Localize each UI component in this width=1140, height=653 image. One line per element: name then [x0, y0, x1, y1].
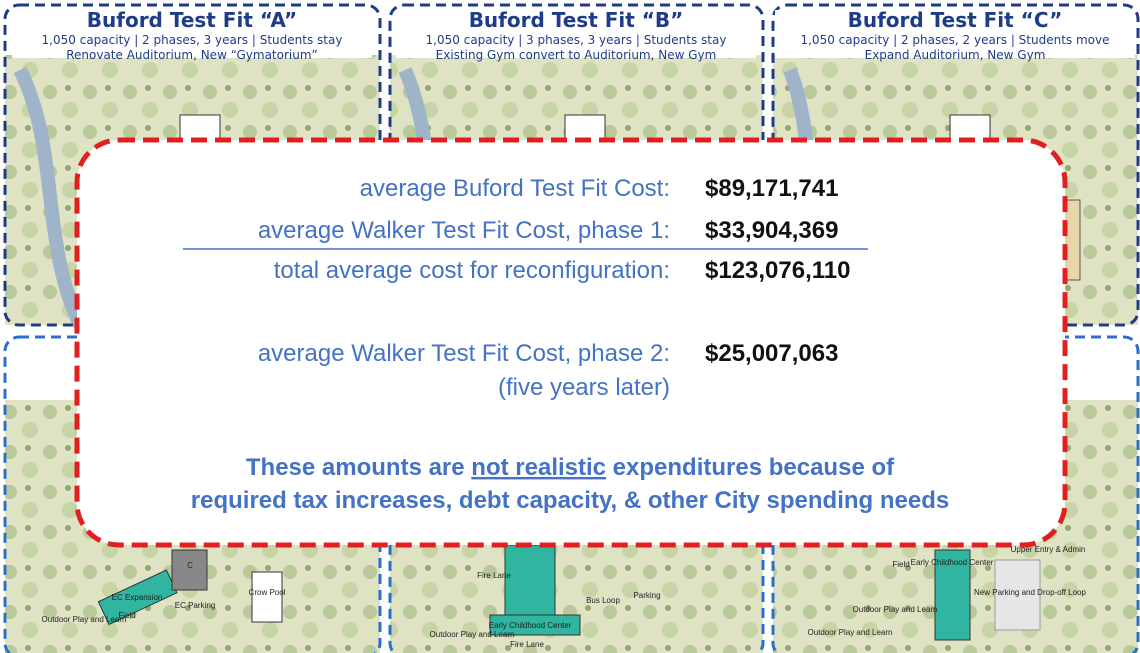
panel-line2: Existing Gym convert to Auditorium, New …: [436, 48, 717, 62]
statement-line2: required tax increases, debt capacity, &…: [191, 487, 949, 514]
map-label: Early Childhood Center: [489, 621, 572, 630]
map-label: Outdoor Play and Learn: [853, 605, 938, 614]
map-label: Crow Pool: [249, 588, 286, 597]
map-label: Fire Lane: [477, 571, 511, 580]
map-label: Outdoor Play and Learn: [808, 628, 893, 637]
map-label: New Parking and Drop-off Loop: [974, 588, 1086, 597]
cost-amount: $33,904,369: [705, 217, 838, 244]
cost-label: average Walker Test Fit Cost, phase 1:: [258, 217, 670, 244]
panel-line1: 1,050 capacity | 2 phases, 2 years | Stu…: [800, 33, 1109, 47]
cost-amount: $25,007,063: [705, 340, 838, 367]
cost-amount: $123,076,110: [705, 257, 851, 284]
map-label: Early Childhood Center: [911, 558, 994, 567]
map-label: Field: [892, 560, 909, 569]
panel-line1: 1,050 capacity | 2 phases, 3 years | Stu…: [42, 33, 343, 47]
panel-line2: Expand Auditorium, New Gym: [865, 48, 1046, 62]
map-label: Parking: [633, 591, 660, 600]
statement-line1: These amounts are not realistic expendit…: [246, 454, 895, 481]
map-label: EC Parking: [175, 601, 215, 610]
cost-label: average Buford Test Fit Cost:: [360, 175, 670, 202]
cost-amount: $89,171,741: [705, 175, 838, 202]
cost-label: average Walker Test Fit Cost, phase 2:: [258, 340, 670, 367]
map-label: Bus Loop: [586, 596, 620, 605]
map-label: EC Expansion: [112, 593, 163, 602]
map-label: Outdoor Play and Learn: [430, 630, 515, 639]
panel-title: Buford Test Fit “A”: [87, 8, 297, 32]
panel-line1: 1,050 capacity | 3 phases, 3 years | Stu…: [426, 33, 727, 47]
panel-title: Buford Test Fit “C”: [848, 8, 1063, 32]
cost-note: (five years later): [498, 374, 670, 401]
page: EC Expansion C Crow Pool EC Parking Field Out…: [0, 0, 1140, 653]
map-label: C: [187, 561, 193, 570]
panel-title: Buford Test Fit “B”: [469, 8, 684, 32]
map-label: Fire Lane: [510, 640, 544, 649]
cost-label: total average cost for reconfiguration:: [274, 257, 670, 284]
slide: EC Expansion C Crow Pool EC Parking Field Out…: [0, 0, 1140, 653]
map-label: Outdoor Play and Learn: [42, 615, 127, 624]
panel-line2: Renovate Auditorium, New “Gymatorium”: [66, 48, 318, 62]
